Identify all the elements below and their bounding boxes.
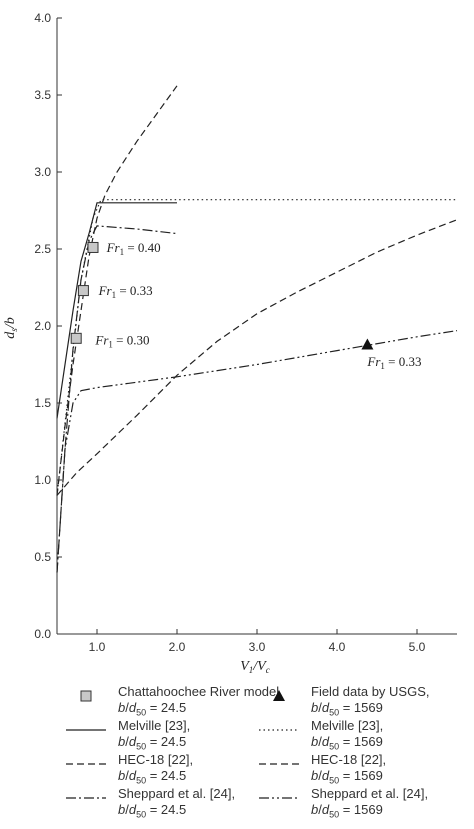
x-tick-label: 3.0 <box>249 640 266 654</box>
y-tick-label: 1.0 <box>34 473 51 487</box>
series-layer <box>56 85 458 573</box>
legend-item-shep1: Sheppard et al. [24], b/d50 = 24.5 <box>66 786 266 820</box>
legend-label: Field data by USGS, b/d50 = 1569 <box>311 684 430 718</box>
y-tick-label: 3.5 <box>34 88 51 102</box>
data-point-square <box>70 332 82 344</box>
froude-annotation: Fr1 = 0.30 <box>94 332 149 349</box>
y-tick-label: 2.5 <box>34 242 51 256</box>
legend-label: HEC-18 [22], b/d50 = 24.5 <box>118 752 194 786</box>
legend-symbol <box>66 729 106 731</box>
y-tick-label: 3.0 <box>34 165 51 179</box>
legend-symbol <box>273 690 285 701</box>
legend-item-chatt: Chattahoochee River model, b/d50 = 24.5 <box>66 684 283 718</box>
froude-annotation: Fr1 = 0.33 <box>98 283 153 300</box>
legend-label: Melville [23], b/d50 = 24.5 <box>118 718 191 752</box>
y-tick-label: 0.5 <box>34 550 51 564</box>
legend-item-usgs: Field data by USGS, b/d50 = 1569 <box>259 684 459 718</box>
legend-symbol <box>259 763 299 765</box>
legend-label: Chattahoochee River model, b/d50 = 24.5 <box>118 684 283 718</box>
annotation-layer: Fr1 = 0.40 Fr1 = 0.33 Fr1 = 0.30 Fr1 = 0.33 <box>94 240 421 371</box>
legend-item-hec1: HEC-18 [22], b/d50 = 24.5 <box>66 752 266 786</box>
y-tick-label: 0.0 <box>34 627 51 641</box>
y-tick-label: 2.0 <box>34 319 51 333</box>
x-tick-label: 5.0 <box>409 640 426 654</box>
y-tick-label: 1.5 <box>34 396 51 410</box>
legend-symbol <box>80 690 92 702</box>
legend-label: HEC-18 [22], b/d50 = 1569 <box>311 752 387 786</box>
x-tick-label: 4.0 <box>329 640 346 654</box>
legend-symbol <box>259 729 299 731</box>
x-tick-label: 2.0 <box>169 640 186 654</box>
x-axis-label: V1/Vc <box>240 659 270 675</box>
series-line-3 <box>56 219 458 496</box>
legend-item-hec2: HEC-18 [22], b/d50 = 1569 <box>259 752 459 786</box>
series-line-0 <box>56 202 177 419</box>
tick-layer: 0.0 0.5 1.0 1.5 2.0 2.5 3.0 3.5 4.0 1.0 2.0 3.0 4.0 5… <box>34 11 425 654</box>
x-tick-label: 1.0 <box>89 640 106 654</box>
froude-annotation: Fr1 = 0.33 <box>366 354 421 371</box>
legend-label: Sheppard et al. [24], b/d50 = 1569 <box>311 786 429 820</box>
y-tick-label: 4.0 <box>34 11 51 25</box>
data-point-square <box>77 285 89 297</box>
legend-item-mel1: Melville [23], b/d50 = 24.5 <box>66 718 266 752</box>
y-axis-label: ds/b <box>3 317 19 338</box>
data-point-square <box>87 241 99 253</box>
legend-symbol <box>259 797 299 799</box>
legend-item-shep2: Sheppard et al. [24], b/d50 = 1569 <box>259 786 459 820</box>
legend-item-mel2: Melville [23], b/d50 = 1569 <box>259 718 459 752</box>
legend-symbol <box>66 763 106 765</box>
froude-annotation: Fr1 = 0.40 <box>106 240 161 257</box>
legend-label: Sheppard et al. [24], b/d50 = 24.5 <box>118 786 236 820</box>
legend-symbol <box>66 797 106 799</box>
marker-layer <box>70 241 374 350</box>
legend: Chattahoochee River model, b/d50 = 24.5 Fi… <box>0 676 474 829</box>
legend-label: Melville [23], b/d50 = 1569 <box>311 718 384 752</box>
chart: Fr1 = 0.40 Fr1 = 0.33 Fr1 = 0.30 Fr1 = 0.33… <box>3 11 458 675</box>
data-point-triangle <box>361 338 374 350</box>
plot-frame <box>56 18 457 635</box>
series-line-4 <box>56 225 178 573</box>
